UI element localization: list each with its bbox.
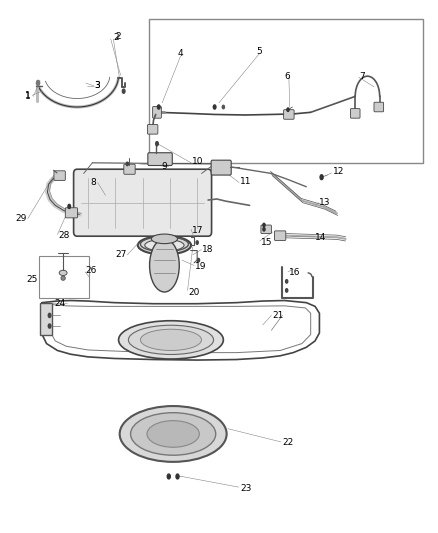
Text: 2: 2 (113, 34, 119, 43)
Ellipse shape (320, 175, 323, 180)
Ellipse shape (61, 276, 65, 280)
Text: 8: 8 (90, 178, 96, 187)
Text: 12: 12 (333, 167, 345, 176)
FancyBboxPatch shape (65, 208, 78, 218)
FancyBboxPatch shape (148, 125, 158, 134)
Text: 26: 26 (86, 266, 97, 275)
Text: 14: 14 (315, 233, 326, 242)
Ellipse shape (37, 80, 40, 85)
Ellipse shape (119, 321, 223, 359)
Ellipse shape (176, 474, 179, 479)
Text: 2: 2 (115, 33, 121, 42)
Text: 27: 27 (115, 251, 127, 260)
Ellipse shape (286, 289, 288, 292)
Text: 22: 22 (283, 439, 293, 448)
Ellipse shape (151, 234, 177, 244)
Text: 1: 1 (25, 91, 30, 100)
FancyBboxPatch shape (261, 225, 272, 233)
Ellipse shape (150, 239, 179, 292)
Text: 15: 15 (261, 238, 272, 247)
Ellipse shape (48, 324, 51, 328)
Ellipse shape (198, 259, 200, 262)
FancyBboxPatch shape (374, 102, 384, 112)
Text: 9: 9 (162, 162, 167, 171)
Text: 16: 16 (289, 269, 300, 277)
Text: 24: 24 (54, 299, 65, 308)
Ellipse shape (145, 239, 184, 251)
Ellipse shape (167, 474, 170, 479)
Ellipse shape (126, 162, 128, 166)
FancyBboxPatch shape (350, 109, 360, 118)
Text: 20: 20 (188, 287, 200, 296)
Text: 5: 5 (256, 47, 262, 55)
Bar (39, 256, 89, 298)
Text: 3: 3 (95, 81, 100, 90)
Text: 23: 23 (240, 484, 251, 493)
FancyBboxPatch shape (54, 171, 65, 180)
FancyBboxPatch shape (74, 169, 212, 236)
Text: 19: 19 (195, 262, 206, 271)
FancyBboxPatch shape (211, 160, 231, 175)
Text: 7: 7 (360, 71, 365, 80)
Text: 29: 29 (15, 214, 27, 223)
FancyBboxPatch shape (124, 164, 135, 174)
Ellipse shape (68, 204, 71, 208)
Ellipse shape (131, 413, 216, 455)
Text: 6: 6 (284, 71, 290, 80)
Ellipse shape (196, 241, 198, 244)
Text: 17: 17 (192, 226, 203, 235)
FancyBboxPatch shape (275, 231, 286, 240)
FancyBboxPatch shape (152, 107, 161, 118)
Text: 21: 21 (272, 311, 284, 320)
Ellipse shape (147, 421, 199, 447)
Text: 1: 1 (25, 92, 30, 101)
Bar (40, 303, 52, 335)
Ellipse shape (48, 313, 51, 318)
Text: 10: 10 (192, 157, 203, 166)
Text: 25: 25 (26, 275, 38, 284)
Ellipse shape (120, 406, 226, 462)
Ellipse shape (128, 325, 214, 354)
Ellipse shape (138, 236, 191, 255)
Text: 13: 13 (319, 198, 331, 207)
Ellipse shape (141, 329, 201, 351)
Ellipse shape (213, 105, 216, 109)
Text: 18: 18 (202, 245, 214, 254)
Text: 4: 4 (178, 50, 184, 58)
FancyBboxPatch shape (148, 153, 172, 165)
Ellipse shape (263, 223, 265, 227)
Ellipse shape (287, 108, 289, 111)
Text: 11: 11 (240, 177, 251, 186)
Text: 3: 3 (95, 81, 100, 90)
Ellipse shape (222, 106, 224, 109)
Ellipse shape (155, 142, 158, 146)
Ellipse shape (122, 89, 125, 93)
Bar (149, 19, 424, 163)
Text: 28: 28 (58, 231, 70, 240)
Ellipse shape (59, 270, 67, 276)
Ellipse shape (157, 105, 160, 109)
Ellipse shape (286, 280, 288, 283)
FancyBboxPatch shape (284, 110, 294, 119)
Ellipse shape (263, 228, 265, 231)
